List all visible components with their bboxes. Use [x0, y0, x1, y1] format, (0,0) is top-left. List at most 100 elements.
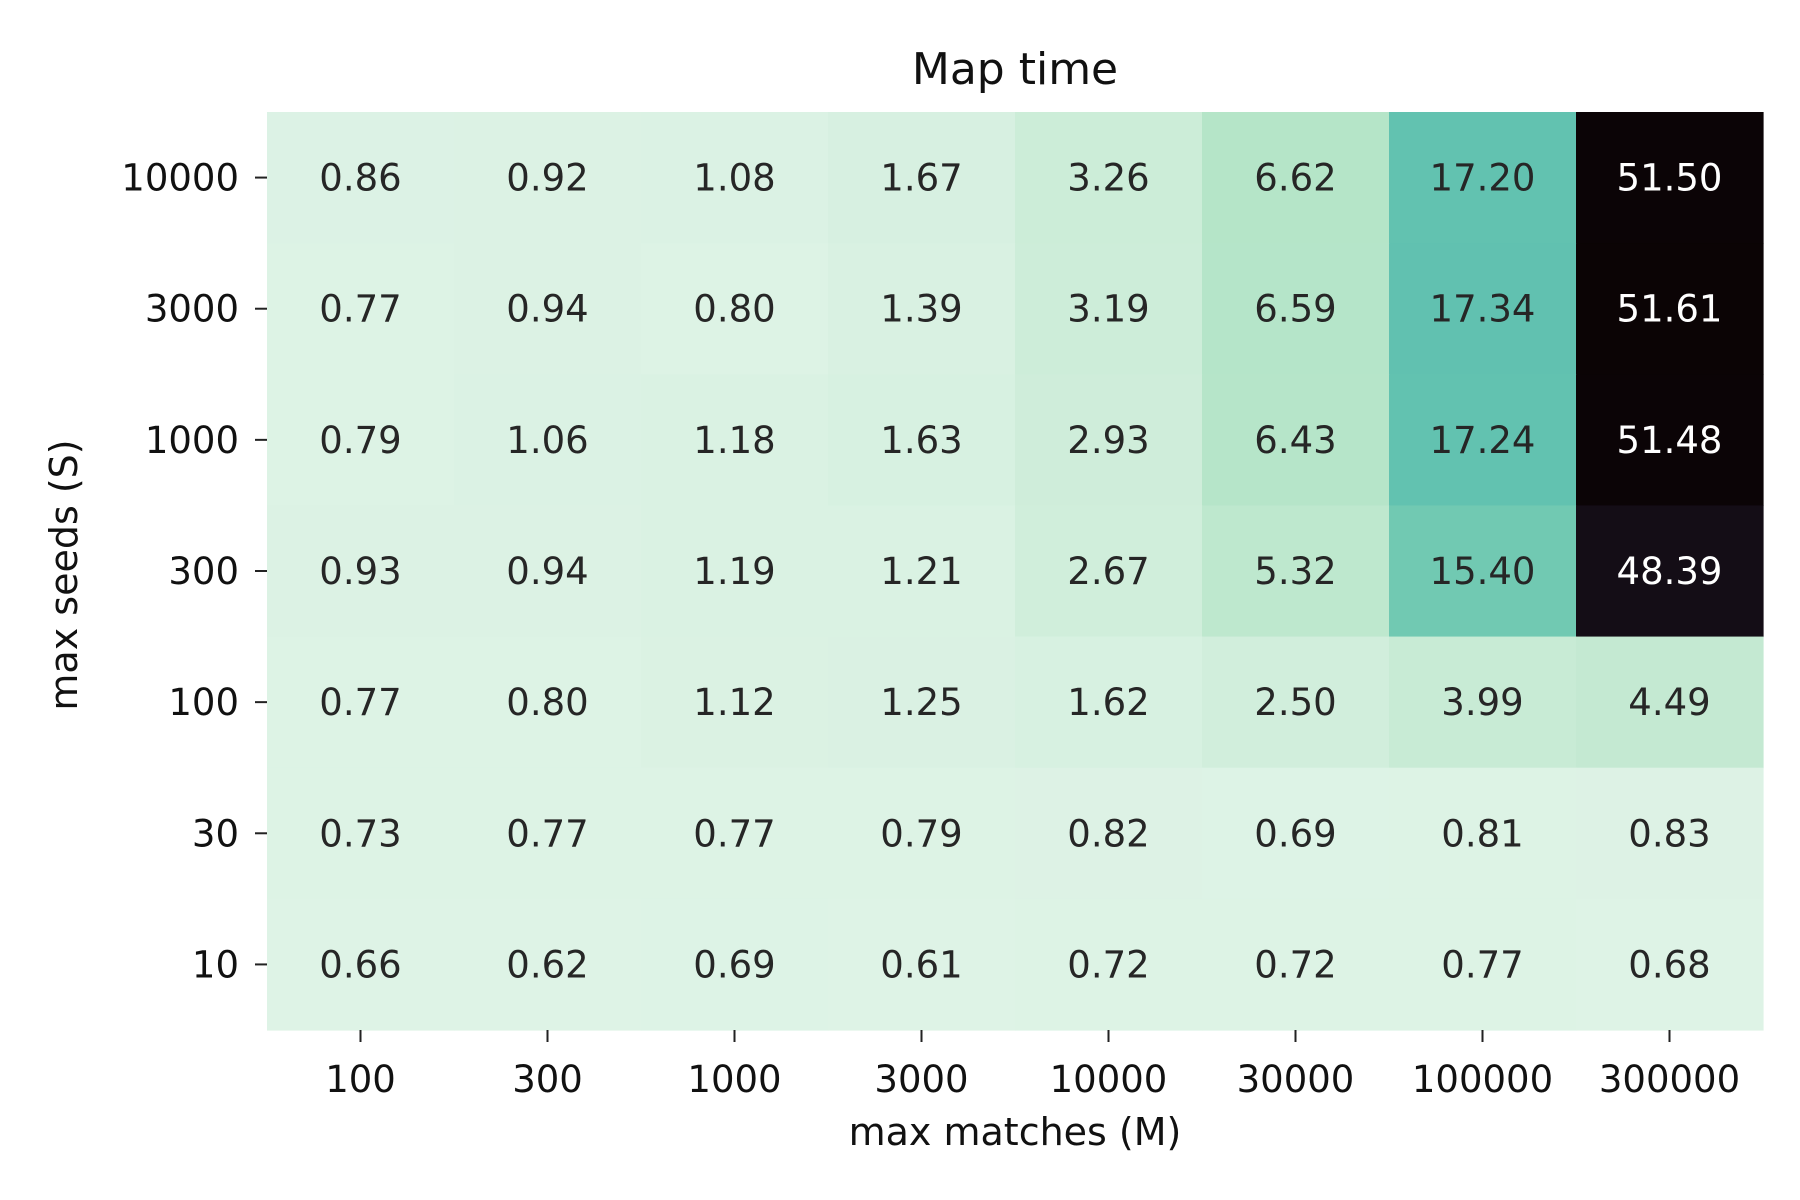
- y-axis-ticks: 10000 3000 1000 300 100 30 10: [121, 157, 267, 986]
- x-tick-label: 100: [325, 1058, 396, 1101]
- y-tick-label: 3000: [145, 288, 239, 331]
- heatmap-cell: [828, 112, 1016, 244]
- cell-value-label: 2.50: [1254, 681, 1336, 724]
- heatmap-cell: [1202, 112, 1390, 244]
- heatmap-cell: [267, 243, 455, 375]
- cell-value-label: 6.43: [1254, 419, 1336, 462]
- heatmap-cell: [828, 374, 1016, 507]
- y-tick-label: 10000: [121, 157, 239, 200]
- heatmap-cell: [1576, 505, 1764, 638]
- cell-value-label: 0.83: [1628, 812, 1710, 855]
- heatmap-cell: [1202, 636, 1390, 769]
- heatmap-cell: [1389, 898, 1577, 1031]
- cell-value-label: 0.69: [1254, 812, 1336, 855]
- heatmap-cell: [454, 112, 642, 244]
- cell-value-label: 3.99: [1441, 681, 1523, 724]
- cell-value-label: 0.69: [693, 943, 775, 986]
- cell-value-label: 0.77: [693, 812, 775, 855]
- heatmap-cell: [454, 767, 642, 900]
- cell-value-label: 0.80: [506, 681, 588, 724]
- heatmap-cell: [1576, 374, 1764, 507]
- heatmap-cell: [1576, 243, 1764, 375]
- cell-value-label: 2.93: [1067, 419, 1149, 462]
- y-tick-label: 100: [168, 681, 239, 724]
- heatmap-cells: [267, 112, 1764, 1031]
- cell-value-label: 15.40: [1430, 550, 1536, 593]
- heatmap-cell: [1576, 112, 1764, 244]
- heatmap-cell: [641, 767, 829, 900]
- heatmap-cell: [1576, 898, 1764, 1031]
- x-tick-label: 100000: [1412, 1058, 1553, 1101]
- heatmap-cell: [267, 636, 455, 769]
- y-tick-label: 300: [168, 550, 239, 593]
- heatmap-cell: [1015, 898, 1203, 1031]
- cell-value-label: 0.92: [506, 157, 588, 200]
- cell-value-label: 0.77: [319, 288, 401, 331]
- y-tick-label: 30: [192, 812, 239, 855]
- heatmap-cell: [1015, 112, 1203, 244]
- heatmap-cell: [1576, 767, 1764, 900]
- heatmap-cell: [454, 374, 642, 507]
- cell-value-label: 1.19: [693, 550, 775, 593]
- cell-value-label: 1.39: [880, 288, 962, 331]
- cell-value-label: 0.94: [506, 550, 588, 593]
- cell-value-label: 0.72: [1254, 943, 1336, 986]
- cell-value-label: 0.79: [880, 812, 962, 855]
- cell-value-label: 1.21: [880, 550, 962, 593]
- cell-value-label: 0.61: [880, 943, 962, 986]
- heatmap-cell: [454, 243, 642, 375]
- cell-value-label: 0.94: [506, 288, 588, 331]
- cell-value-label: 51.50: [1617, 157, 1723, 200]
- cell-value-label: 3.26: [1067, 157, 1149, 200]
- x-tick-label: 10000: [1050, 1058, 1168, 1101]
- cell-value-label: 0.73: [319, 812, 401, 855]
- heatmap-cell: [641, 898, 829, 1031]
- cell-labels: 0.86 0.92 1.08 1.67 3.26 6.62 17.20 51.50 0.77 0.…: [319, 157, 1722, 987]
- heatmap-cell: [1015, 243, 1203, 375]
- heatmap-cell: [1389, 767, 1577, 900]
- heatmap-cell: [1389, 243, 1577, 375]
- cell-value-label: 0.77: [506, 812, 588, 855]
- heatmap-cell: [1202, 767, 1390, 900]
- heatmap-cell: [1015, 374, 1203, 507]
- heatmap-cell: [1202, 898, 1390, 1031]
- cell-value-label: 17.20: [1430, 157, 1536, 200]
- heatmap-cell: [828, 767, 1016, 900]
- cell-value-label: 0.68: [1628, 943, 1710, 986]
- cell-value-label: 0.81: [1441, 812, 1523, 855]
- cell-value-label: 4.49: [1628, 681, 1710, 724]
- cell-value-label: 48.39: [1617, 550, 1723, 593]
- heatmap-cell: [1202, 505, 1390, 638]
- cell-value-label: 2.67: [1067, 550, 1149, 593]
- heatmap-cell: [267, 112, 455, 244]
- heatmap-cell: [1389, 112, 1577, 244]
- cell-value-label: 6.59: [1254, 288, 1336, 331]
- heatmap-cell: [454, 636, 642, 769]
- heatmap-cell: [641, 505, 829, 638]
- cell-value-label: 1.63: [880, 419, 962, 462]
- x-tick-label: 300000: [1599, 1058, 1740, 1101]
- heatmap-cell: [1389, 505, 1577, 638]
- x-tick-label: 3000: [874, 1058, 968, 1101]
- cell-value-label: 51.61: [1617, 288, 1723, 331]
- y-tick-label: 10: [192, 943, 239, 986]
- y-tick-label: 1000: [145, 419, 239, 462]
- cell-value-label: 0.62: [506, 943, 588, 986]
- cell-value-label: 1.06: [506, 419, 588, 462]
- cell-value-label: 3.19: [1067, 288, 1149, 331]
- cell-value-label: 1.12: [693, 681, 775, 724]
- heatmap-cell: [641, 374, 829, 507]
- cell-value-label: 5.32: [1254, 550, 1336, 593]
- heatmap-cell: [828, 505, 1016, 638]
- cell-value-label: 0.86: [319, 157, 401, 200]
- heatmap-cell: [267, 767, 455, 900]
- x-axis-label: max matches (M): [849, 1110, 1182, 1154]
- cell-value-label: 6.62: [1254, 157, 1336, 200]
- heatmap-cell: [828, 636, 1016, 769]
- heatmap-cell: [1389, 636, 1577, 769]
- x-tick-label: 1000: [687, 1058, 781, 1101]
- heatmap-cell: [267, 374, 455, 507]
- heatmap-cell: [641, 243, 829, 375]
- x-axis-ticks: 100 300 1000 3000 10000 30000 100000 300000: [325, 1030, 1740, 1101]
